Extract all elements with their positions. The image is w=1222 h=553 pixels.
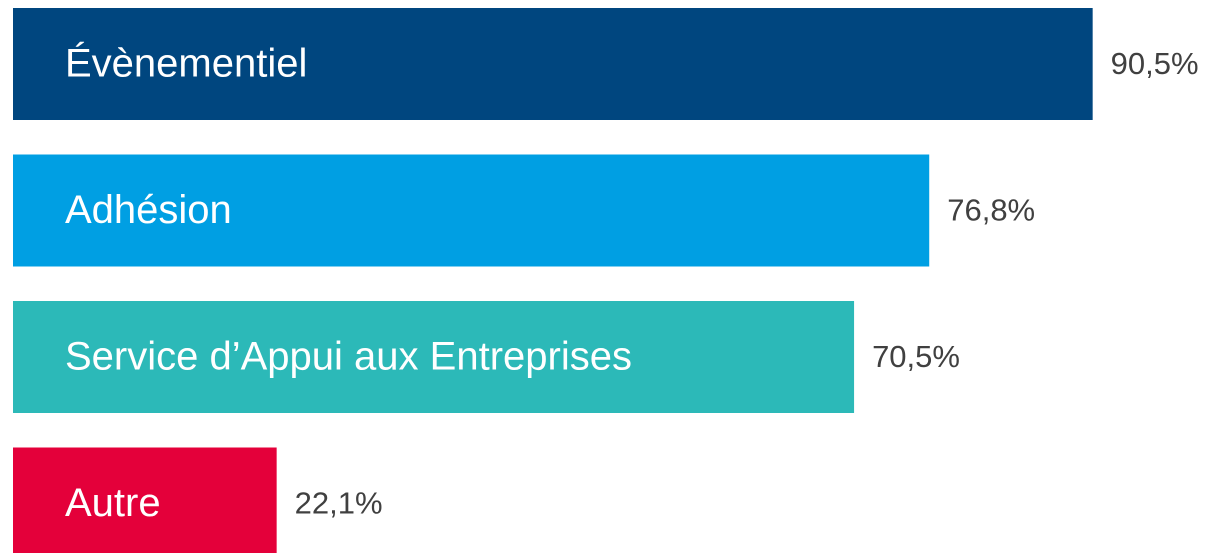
bar	[13, 8, 1093, 120]
value-label: 70,5%	[872, 339, 960, 374]
bar	[13, 301, 855, 413]
bar	[13, 154, 930, 267]
category-label: Adhésion	[65, 188, 232, 232]
bar	[13, 447, 277, 553]
category-label: Service d’Appui aux Entreprises	[65, 335, 632, 379]
category-label: Autre	[65, 481, 161, 525]
value-label: 22,1%	[295, 486, 383, 521]
value-label: 76,8%	[947, 193, 1035, 228]
value-label: 90,5%	[1111, 46, 1199, 81]
category-label: Évènementiel	[65, 41, 307, 86]
